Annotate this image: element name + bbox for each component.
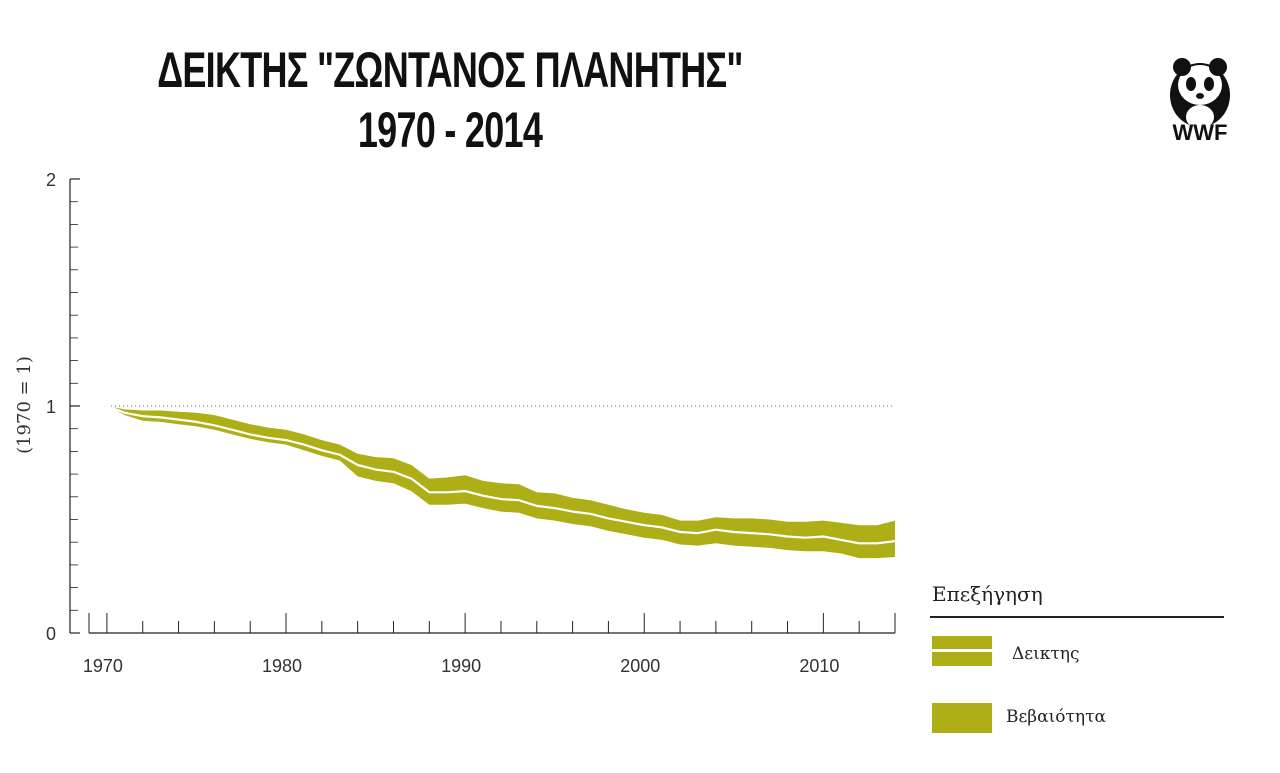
y-axis-label: (1970 = 1) [14,356,35,454]
x-tick-label: 2010 [799,656,839,676]
x-tick-label: 1970 [83,656,123,676]
y-tick-label: 0 [46,624,56,644]
chart-title: ΔΕΙΚΤΗΣ "ΖΩΝΤΑΝΟΣ ΠΛΑΝΗΤΗΣ" 1970 - 2014 [126,40,774,160]
panda-icon [1170,58,1230,129]
title-line-1: ΔΕΙΚΤΗΣ "ΖΩΝΤΑΝΟΣ ΠΛΑΝΗΤΗΣ" [157,42,743,98]
legend-divider [930,616,1224,618]
x-tick-label: 1990 [441,656,481,676]
legend-title: Επεξήγηση [932,582,1043,606]
legend-label-index: Δεικτης [1012,644,1080,664]
y-tick-label: 2 [46,170,56,190]
x-tick-label: 1980 [262,656,302,676]
legend-label-band: Βεβαιότητα [1006,707,1106,727]
legend-swatch-band [932,703,992,733]
x-tick-label: 2000 [620,656,660,676]
chart-plot [106,404,896,559]
wwf-logo-text: WWF [1172,120,1228,145]
chart-axes [69,178,896,634]
legend-swatch-index-line [932,649,992,652]
index-line [106,404,896,545]
chart-labels: 0 1 2 (1970 = 1) 1970 1980 1990 2000 2010 [14,170,839,676]
title-line-2: 1970 - 2014 [357,102,543,158]
y-tick-label: 1 [46,397,56,417]
